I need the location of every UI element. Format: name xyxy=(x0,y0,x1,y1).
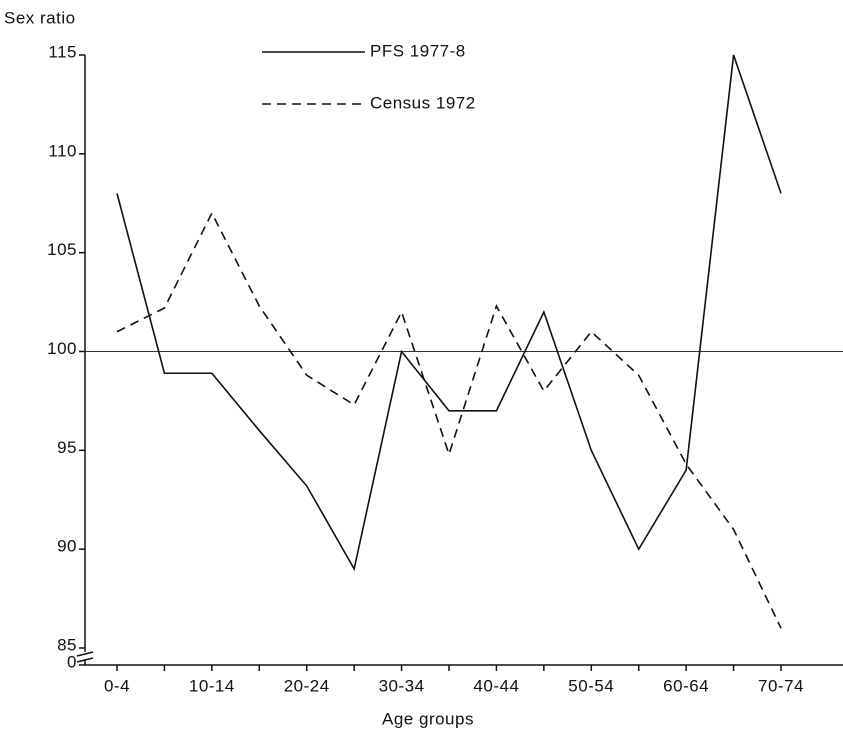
x-tick-label: 0-4 xyxy=(104,676,130,695)
y-axis-title: Sex ratio xyxy=(4,8,76,27)
y-tick-label: 95 xyxy=(57,438,77,457)
x-tick-label: 60-64 xyxy=(663,676,709,695)
axis-break xyxy=(76,657,94,663)
legend-label: Census 1972 xyxy=(370,93,476,112)
y-tick-label: 115 xyxy=(48,42,77,61)
y-tick-label: 100 xyxy=(47,339,77,358)
x-tick-label: 50-54 xyxy=(568,676,614,695)
x-axis-title: Age groups xyxy=(382,709,474,728)
x-tick-label: 10-14 xyxy=(189,676,235,695)
axis-break xyxy=(76,651,94,657)
x-tick-label: 30-34 xyxy=(379,676,425,695)
y-tick-label: 85 xyxy=(57,635,77,654)
y-tick-label: 105 xyxy=(47,240,77,259)
y-tick-label: 0 xyxy=(67,652,77,671)
y-tick-label: 90 xyxy=(57,537,77,556)
data-line xyxy=(116,54,782,572)
x-tick-label: 70-74 xyxy=(758,676,804,695)
legend-label: PFS 1977-8 xyxy=(370,41,466,60)
y-tick-label: 110 xyxy=(48,141,77,160)
x-tick-label: 40-44 xyxy=(473,676,519,695)
data-line xyxy=(116,211,782,629)
x-tick-label: 20-24 xyxy=(284,676,330,695)
